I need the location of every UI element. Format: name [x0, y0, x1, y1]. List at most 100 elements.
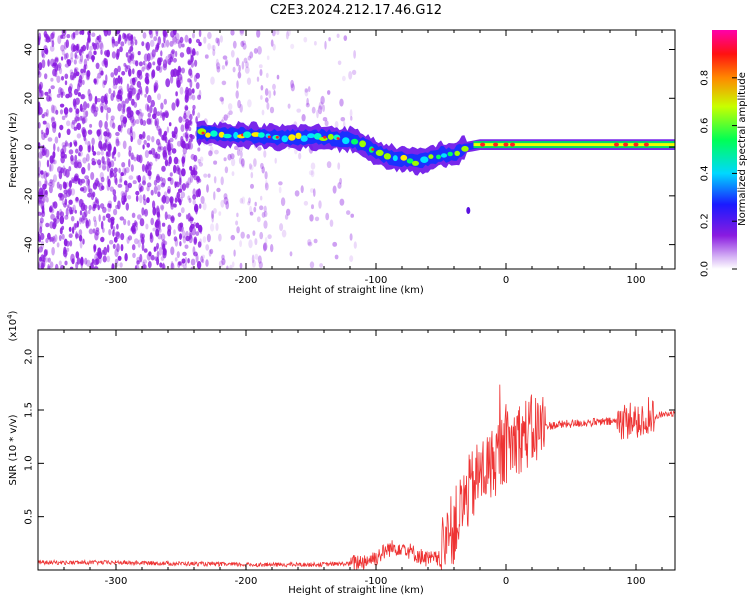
- spectrogram-noise-mark: [79, 240, 83, 249]
- spectrogram-noise-mark: [84, 175, 89, 180]
- spectrogram-noise-mark: [196, 175, 200, 185]
- spectrogram-noise-mark: [38, 90, 41, 98]
- spectrogram-noise-mark: [181, 230, 186, 239]
- spectrogram-noise-mark: [110, 221, 114, 230]
- spectrogram-noise-mark: [144, 42, 148, 49]
- spectrogram-noise-mark: [83, 101, 88, 111]
- spectrogram-noise-mark: [65, 52, 69, 59]
- spectrogram-noise-mark: [234, 145, 239, 150]
- spectrogram-noise-mark: [249, 211, 254, 216]
- spectrogram-noise-mark: [188, 126, 192, 132]
- spectrogram-noise-mark: [294, 148, 298, 155]
- spectrogram-noise-mark: [118, 85, 123, 91]
- spectrogram-noise-mark: [209, 146, 214, 155]
- spectrogram-noise-mark: [170, 30, 175, 38]
- spectrogram-noise-mark: [96, 76, 99, 85]
- spectrogram-noise-mark: [38, 246, 43, 253]
- spectrogram-noise-mark: [127, 235, 133, 241]
- spectrogram-noise-mark: [166, 143, 172, 153]
- spectrogram-noise-mark: [192, 108, 195, 116]
- spectrogram-ridge-blob: [375, 149, 384, 156]
- spectrogram-noise-mark: [68, 149, 74, 155]
- spectrogram-noise-mark: [47, 137, 53, 142]
- spectrogram-noise-mark: [215, 37, 219, 44]
- spectrogram-noise-mark: [307, 239, 312, 246]
- spectrogram-noise-mark: [134, 238, 139, 245]
- spectrogram-noise-mark: [106, 182, 110, 191]
- spectrogram-noise-mark: [57, 146, 60, 152]
- spectrogram-noise-mark: [120, 233, 125, 241]
- spectrogram-noise-mark: [39, 226, 43, 234]
- spectrogram-noise-mark: [115, 204, 119, 210]
- spectrogram-noise-mark: [196, 261, 202, 269]
- spectrogram-ridge-blob: [327, 133, 334, 140]
- spectrogram-noise-mark: [61, 49, 66, 56]
- spectrogram-noise-mark: [350, 213, 355, 218]
- spectrogram-noise-mark: [156, 138, 161, 146]
- spectrogram-noise-mark: [107, 30, 112, 36]
- spectrogram-noise-mark: [117, 183, 123, 188]
- spectrogram-noise-mark: [119, 94, 123, 102]
- spectrogram-noise-mark: [137, 214, 142, 220]
- spectrogram-noise-mark: [270, 39, 274, 47]
- spectrogram-noise-mark: [51, 40, 55, 48]
- spectrogram-noise-mark: [129, 129, 133, 138]
- spectrogram-noise-mark: [99, 102, 105, 111]
- spectrogram-noise-mark: [102, 142, 107, 152]
- spectrogram-noise-mark: [51, 117, 55, 124]
- spectrogram-noise-mark: [93, 244, 97, 250]
- spectrogram-noise-mark: [258, 64, 263, 69]
- spectrogram-noise-mark: [136, 260, 140, 265]
- spectrogram-noise-mark: [215, 62, 221, 70]
- spectrogram-noise-mark: [224, 166, 229, 174]
- spectrogram-noise-mark: [162, 262, 165, 269]
- spectrogram-noise-mark: [144, 103, 150, 111]
- spectrogram-noise-mark: [50, 116, 55, 121]
- chart-title: C2E3.2024.212.17.46.G12: [270, 3, 442, 18]
- spectrogram-noise-mark: [128, 92, 132, 101]
- spectrogram-noise-mark: [155, 218, 161, 226]
- snr-multiplier-base: (x10: [8, 319, 19, 342]
- spectrogram-noise-mark: [43, 170, 48, 180]
- spectrogram-noise-mark: [57, 35, 62, 45]
- spectrogram-noise-mark: [92, 151, 97, 156]
- spectrogram-ridge-peak: [201, 131, 205, 135]
- spectrogram-noise-mark: [175, 91, 178, 97]
- spectrogram-noise-mark: [278, 181, 283, 186]
- spectrogram-noise-mark: [241, 196, 246, 205]
- spectrogram-noise-mark: [143, 208, 149, 217]
- spectrogram-noise-mark: [140, 118, 144, 126]
- spectrogram-noise-mark: [92, 201, 96, 209]
- spectrogram-noise-mark: [173, 203, 177, 208]
- spectrogram-noise-mark: [177, 65, 181, 73]
- spectrogram-noise-mark: [127, 220, 131, 226]
- spectrogram-noise-mark: [112, 122, 116, 129]
- spectrogram-noise-mark: [142, 60, 146, 66]
- spectrogram-noise-mark: [307, 241, 313, 247]
- spectrogram-noise-mark: [52, 124, 57, 134]
- spectrogram-noise-mark: [185, 235, 191, 242]
- spectrogram-noise-mark: [49, 236, 52, 243]
- spectrogram-noise-mark: [346, 210, 351, 216]
- spectrogram-xtick-label: -100: [365, 275, 388, 286]
- spectrogram-noise-mark: [38, 101, 41, 110]
- spectrogram-noise-mark: [167, 53, 172, 59]
- spectrogram-noise-mark: [211, 210, 214, 219]
- spectrogram-noise-mark: [231, 158, 236, 167]
- spectrogram-noise-mark: [160, 256, 165, 261]
- spectrogram-noise-mark: [156, 257, 160, 266]
- spectrogram-noise-mark: [74, 52, 77, 59]
- spectrogram-noise-mark: [170, 75, 174, 84]
- spectrogram-noise-mark: [77, 78, 83, 88]
- spectrogram-noise-mark: [235, 90, 239, 99]
- spectrogram-noise-mark: [117, 124, 122, 132]
- spectrogram-noise-mark: [178, 116, 183, 123]
- spectrogram-noise-mark: [174, 50, 178, 58]
- spectrogram-noise-mark: [189, 50, 194, 58]
- spectrogram-noise-mark: [353, 241, 357, 249]
- spectrogram-noise-mark: [71, 258, 75, 265]
- spectrogram-noise-mark: [195, 72, 200, 79]
- spectrogram-noise-mark: [74, 209, 78, 214]
- spectrogram-noise-mark: [170, 216, 175, 222]
